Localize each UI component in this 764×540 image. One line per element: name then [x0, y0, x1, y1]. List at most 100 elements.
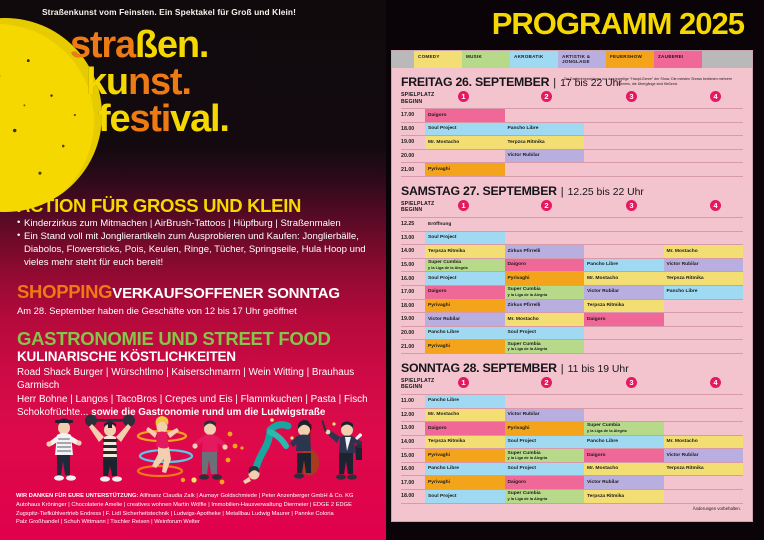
- show-entry: Terpsza Ritmika: [425, 435, 505, 449]
- row-time: 12.25: [401, 216, 425, 232]
- stage-2-cell[interactable]: Soul Project: [504, 461, 584, 476]
- stage-2-cell[interactable]: Super Cumbia y la Liga de la Alegria: [504, 448, 584, 463]
- table-row: 15.00 Super Cumbia y la Liga de la Alegria…: [401, 257, 743, 272]
- stage-3-cell[interactable]: Super Cumbia y la Liga de la Alegria: [584, 421, 664, 436]
- stage-4-cell[interactable]: Victor Rubilar: [663, 257, 743, 272]
- stage-1-cell[interactable]: Terpsza Ritmika: [425, 434, 505, 449]
- stage-3-cell[interactable]: Pancho Libre: [584, 434, 664, 449]
- show-entry: Super Cumbia y la Liga de la Alegria: [425, 258, 505, 272]
- stage-1-cell[interactable]: Pancho Libre: [425, 461, 505, 476]
- show-entry: [664, 232, 744, 245]
- stage-4-cell[interactable]: Terpsza Ritmika: [663, 271, 743, 286]
- table-row: 16.00 Soul Project Pyrivaghi Mr. Mostacho Te…: [401, 271, 743, 286]
- stage-2-cell[interactable]: Daigoro: [504, 257, 584, 272]
- row-time: 13.00: [401, 230, 425, 245]
- stage-2-cell[interactable]: Pyrivaghi: [504, 271, 584, 286]
- stage-3-cell: [584, 148, 664, 163]
- stage-2-cell[interactable]: Daigoro: [504, 475, 584, 490]
- stage-4-cell[interactable]: Mr. Mostacho: [663, 244, 743, 259]
- show-entry: Super Cumbia y la Liga de la Alegria: [504, 449, 584, 462]
- stage-4-cell[interactable]: Mr. Mostacho: [663, 434, 743, 449]
- stage-badge-3: 3: [626, 376, 637, 388]
- stage-2-cell[interactable]: Soul Project: [504, 325, 584, 340]
- show-entry: [664, 476, 744, 489]
- stage-1-cell[interactable]: Super Cumbia y la Liga de la Alegria: [425, 257, 505, 272]
- table-end-line: [401, 502, 743, 504]
- stage-4-cell: [663, 339, 743, 353]
- stage-4-cell[interactable]: Victor Rubilar: [663, 448, 743, 463]
- performers-illustration: [42, 408, 367, 488]
- stage-1-cell[interactable]: Mr. Mostacho: [425, 407, 505, 422]
- stage-2-cell[interactable]: Victor Rubilar: [504, 148, 584, 163]
- show-entry: [584, 163, 664, 176]
- show-name: Daigoro: [428, 289, 447, 295]
- stage-2-cell[interactable]: Zirkus Pfirrelli: [504, 298, 584, 313]
- stage-3-cell: [584, 325, 664, 340]
- show-name: Pyrivaghi: [428, 480, 451, 486]
- show-entry: Pyrivaghi: [425, 449, 505, 462]
- stage-3-cell[interactable]: Victor Rubilar: [584, 284, 664, 300]
- stage-2-cell[interactable]: Super Cumbia y la Liga de la Alegria: [504, 284, 584, 300]
- stage-1-cell[interactable]: Pancho Libre: [425, 325, 505, 340]
- stage-2-cell[interactable]: Pyrivaghi: [504, 421, 584, 436]
- table-end-line: [401, 175, 743, 177]
- stage-1-cell[interactable]: Victor Rubilar: [425, 312, 505, 327]
- sponsor-line-1: WIR DANKEN FÜR EURE UNTERSTÜTZUNG: Allfi…: [16, 492, 374, 501]
- stage-4-cell[interactable]: Pancho Libre: [663, 284, 743, 300]
- show-name: Daigoro: [507, 262, 526, 268]
- stage-3-cell[interactable]: Terpsza Ritmika: [584, 298, 664, 313]
- show-entry: Victor Rubilar: [504, 149, 584, 163]
- show-entry: [584, 232, 664, 245]
- show-entry: [664, 422, 744, 435]
- stage-2-cell[interactable]: Pancho Libre: [504, 121, 584, 136]
- stage-1-cell[interactable]: Pyrivaghi: [425, 475, 505, 490]
- stage-3-cell[interactable]: Pancho Libre: [584, 257, 664, 272]
- stage-2-cell[interactable]: Super Cumbia y la Liga de la Alegria: [504, 489, 584, 503]
- stage-2-cell[interactable]: Super Cumbia y la Liga de la Alegria: [504, 339, 584, 353]
- show-entry: Super Cumbia y la Liga de la Alegria: [584, 422, 664, 435]
- stage-2-cell: [504, 393, 584, 408]
- row-time: 17.00: [401, 284, 425, 300]
- stage-1-cell[interactable]: Pyrivaghi: [425, 448, 505, 463]
- show-entry: [584, 109, 664, 122]
- stage-2-cell[interactable]: Zirkus Pfirrelli: [504, 244, 584, 259]
- show-entry: Pancho Libre: [584, 258, 664, 272]
- stage-badge-2: 2: [541, 376, 552, 388]
- stage-1-cell[interactable]: Daigoro: [425, 421, 505, 436]
- stage-1-cell[interactable]: Soul Project: [425, 271, 505, 286]
- stage-4-cell: [663, 121, 743, 136]
- stage-3-cell[interactable]: Daigoro: [584, 448, 664, 463]
- stage-2-cell[interactable]: Mr. Mostacho: [504, 312, 584, 327]
- stage-2-cell[interactable]: Soul Project: [504, 434, 584, 449]
- stage-1-cell[interactable]: Pancho Libre: [425, 393, 505, 408]
- sponsors-heading: WIR DANKEN FÜR EURE UNTERSTÜTZUNG:: [16, 493, 139, 499]
- show-name: Soul Project: [428, 235, 457, 241]
- stage-3-cell[interactable]: Daigoro: [584, 312, 664, 327]
- stage-2-cell[interactable]: Terpzsa Ritmika: [504, 135, 584, 150]
- stage-1-cell[interactable]: Soul Project: [425, 230, 505, 245]
- stage-1-cell[interactable]: Soul Project: [425, 489, 505, 503]
- show-name: Terpsza Ritmika: [428, 248, 466, 254]
- stage-3-cell[interactable]: Mr. Mostacho: [584, 461, 664, 476]
- stage-4-cell[interactable]: Terpsza Ritmika: [663, 461, 743, 476]
- stage-1-cell[interactable]: Mr. Mostacho: [425, 135, 505, 150]
- stage-3-cell[interactable]: Terpsza Ritmika: [584, 489, 664, 503]
- stage-1-cell[interactable]: Pyrivaghi: [425, 298, 505, 313]
- stage-3-cell[interactable]: Mr. Mostacho: [584, 271, 664, 286]
- show-name: Soul Project: [428, 493, 457, 499]
- stage-2-cell[interactable]: Victor Rubilar: [504, 407, 584, 422]
- stage-3-cell[interactable]: Victor Rubilar: [584, 475, 664, 490]
- stage-1-cell[interactable]: Terpsza Ritmika: [425, 244, 505, 259]
- stage-1-cell[interactable]: Pyrivaghi: [425, 339, 505, 353]
- stage-1-cell[interactable]: Daigoro: [425, 108, 505, 123]
- show-name: Pancho Libre: [587, 439, 618, 445]
- show-entry: [664, 490, 744, 503]
- show-entry: Soul Project: [504, 326, 584, 340]
- stage-1-cell[interactable]: Daigoro: [425, 284, 505, 300]
- show-name: Mr. Mostacho: [428, 139, 460, 145]
- stage-1-cell[interactable]: Soul Project: [425, 121, 505, 136]
- stage-1-cell[interactable]: Pyrivaghi: [425, 162, 505, 176]
- show-entry: Pancho Libre: [425, 394, 505, 408]
- show-name: Pancho Libre: [587, 262, 618, 268]
- shopping-block: SHOPPINGVERKAUFSOFFENER SONNTAG Am 28. S…: [17, 282, 373, 316]
